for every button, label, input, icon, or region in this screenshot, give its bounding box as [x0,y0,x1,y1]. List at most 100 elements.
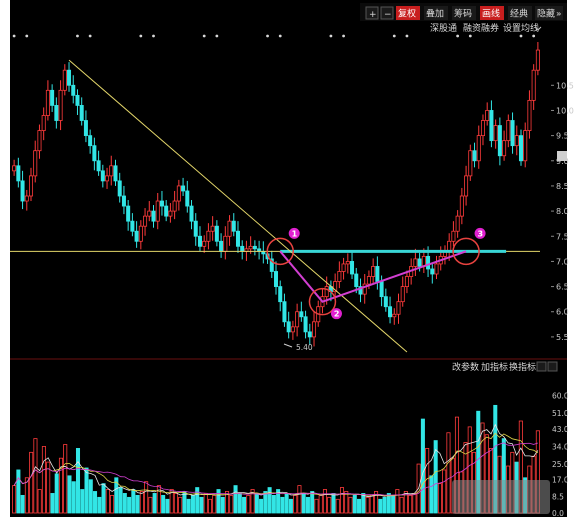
volume-bar [250,489,255,514]
event-dot [329,34,333,38]
candle-body [24,195,29,202]
price-tick-label: 6.0 [556,308,569,317]
candle-body [138,225,143,242]
volume-tick-label: 51.0 [552,409,569,418]
volume-bar [207,498,213,514]
volume-bar [216,489,221,514]
low-pointer-icon [283,343,293,348]
candle-body [354,273,359,287]
volume-bar [361,493,366,514]
candle-body [290,326,295,333]
candle-body [358,286,363,295]
volume-bar [437,483,442,514]
candle-body [181,185,186,192]
event-dot [25,34,29,38]
volume-bar [327,496,332,514]
volume-ma-line [13,442,538,496]
volume-bar [305,496,310,514]
event-dot [532,34,536,38]
draw-button[interactable] [480,6,504,20]
current-price-badge [557,151,567,161]
event-dot [456,34,460,38]
volume-bar [190,494,195,514]
candle-body [464,175,469,197]
price-tick-label: 10.5 [556,81,574,90]
restore-button[interactable] [396,6,420,20]
volume-bar [122,493,127,514]
volume-bar [267,487,272,514]
margin-link[interactable]: 融资融券 [463,22,499,34]
candle-body [485,110,490,121]
volume-tick-label: 25.0 [552,460,569,469]
volume-bar [242,496,247,514]
volume-bar [263,491,268,514]
change-params-button[interactable]: 改参数 [452,361,479,373]
volume-bar [20,494,25,514]
volume-bar [382,496,387,514]
volume-bar [259,498,264,514]
shenzhen-hk-link[interactable]: 深股通 [430,23,457,34]
chips-button[interactable] [452,6,476,20]
volume-bar [395,489,400,514]
zoom-out-button[interactable] [380,6,394,20]
candle-body [197,235,202,247]
price-tick-label: 7.0 [556,257,569,266]
more-icon[interactable]: » [556,10,562,20]
volume-bar [161,494,166,514]
candle-body [337,271,342,282]
event-dot [266,34,269,38]
scroll-up-button[interactable] [536,361,547,372]
overlay-button[interactable] [424,6,448,20]
ma-settings-link[interactable]: 设置均线 [503,22,539,34]
downtrend-line [68,59,408,353]
price-tick-label: 6.5 [556,283,569,292]
zoom-in-button[interactable] [365,6,379,20]
volume-bar [335,498,340,514]
volume-bar [284,493,289,514]
classic-button[interactable] [508,6,532,20]
candle-body [299,311,304,318]
volume-bar [80,489,85,514]
candle-body [37,130,42,152]
volume-bar [67,475,72,514]
candle-body [71,84,76,96]
volume-bar [139,491,144,514]
candle-body [231,220,236,232]
drawn-lines [10,59,540,353]
candle-body [514,135,519,147]
marker-label: 3 [477,229,483,238]
price-tick-label: 5.5 [556,333,569,342]
candle-body [20,180,25,202]
volume-bar [33,438,38,514]
volume-bar [29,451,34,514]
volume-bar [237,493,242,514]
candle-body [510,120,515,147]
close-panel-button[interactable] [547,361,558,372]
candle-body [447,240,452,252]
candle-body [12,165,17,172]
chevron-down-icon [534,26,542,31]
add-indicator-button[interactable]: 加指标 [481,361,508,373]
toolbar: + − 复权 叠加 筹码 画线 经典 隐藏 » [365,6,563,20]
candle-body [117,180,122,197]
volume-bar [225,491,230,514]
volume-bar [365,496,370,514]
candle-body [506,120,511,142]
price-tick-label: 8.5 [556,182,569,191]
volume-bar [203,493,208,514]
switch-indicator-button[interactable]: 换指标 [509,361,536,373]
volume-bar [408,494,413,514]
candle-body [371,266,376,277]
volume-bar [322,489,327,514]
event-dot [88,34,92,38]
pattern-circle [308,287,337,316]
candle-body [189,205,194,222]
candle-body [392,313,397,318]
candle-body [278,286,283,303]
hide-button[interactable] [535,6,563,20]
volume-tick-label: 0.0 [552,509,564,518]
watermark-blur [452,480,550,514]
candle-body [383,296,388,308]
volume-bar [446,432,451,514]
volume-bar [127,496,132,514]
